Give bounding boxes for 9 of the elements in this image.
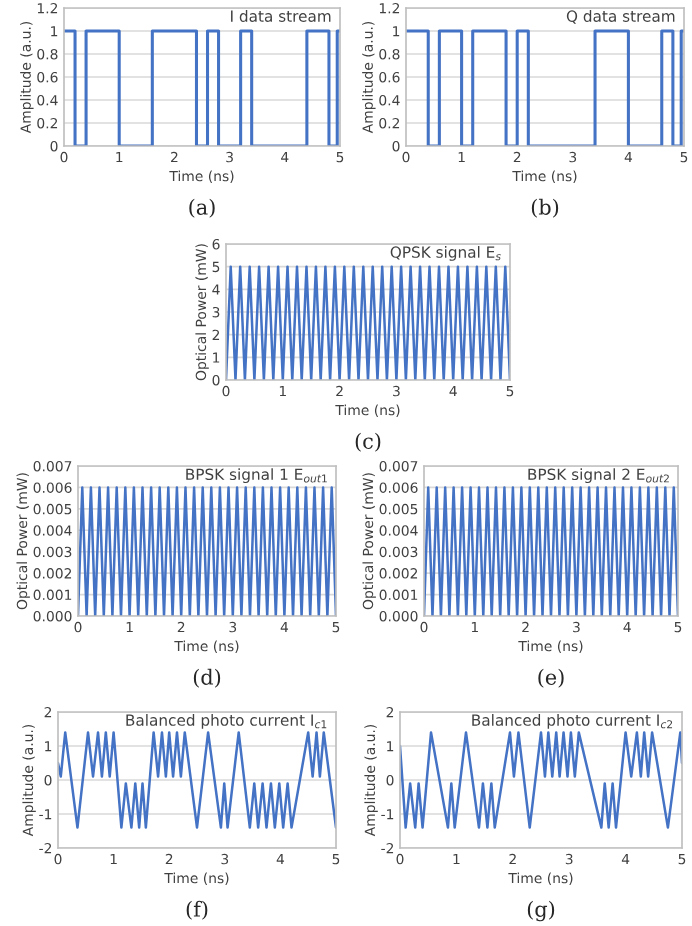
text: (f) (186, 900, 208, 920)
text: (b) (531, 198, 559, 218)
text: (c) (355, 432, 381, 452)
line-series (58, 731, 336, 829)
text: (e) (538, 668, 564, 688)
text: (a) (189, 198, 215, 218)
text: (d) (193, 668, 221, 688)
line-series (400, 731, 682, 829)
text: (g) (527, 900, 555, 922)
